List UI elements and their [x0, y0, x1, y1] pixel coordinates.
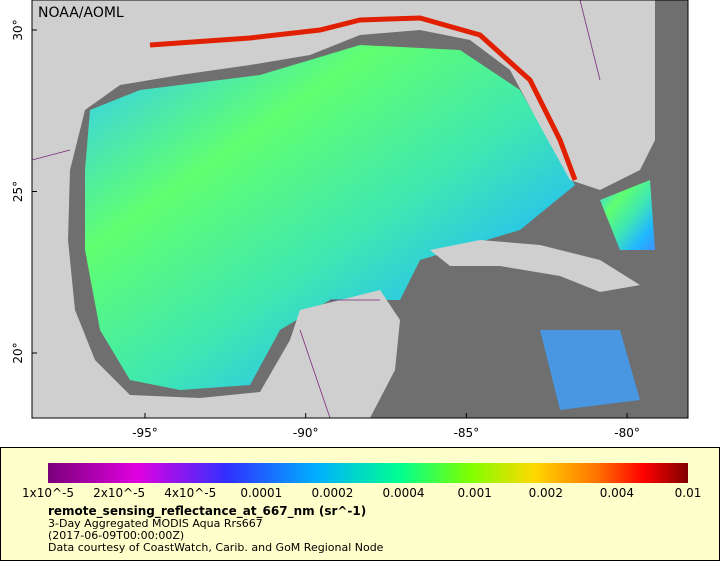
colorbar-label: 2x10^-5 — [93, 486, 145, 500]
lon-label: -80° — [614, 426, 640, 440]
map-frame — [31, 0, 689, 419]
colorbar-label: 0.0004 — [383, 486, 425, 500]
legend-line: (2017-06-09T00:00:00Z) — [48, 529, 184, 542]
land — [430, 240, 640, 292]
credit: NOAA/AOML — [38, 5, 124, 21]
legend-line: Data courtesy of CoastWatch, Carib. and … — [48, 541, 384, 554]
lon-label: -90° — [293, 426, 319, 440]
reflectance-data — [600, 180, 655, 250]
lat-label: 20° — [11, 342, 25, 363]
land — [32, 0, 655, 418]
coastal-high-reflectance — [149, 15, 578, 181]
lat-label: 25° — [11, 181, 25, 202]
lon-label: -95° — [132, 426, 158, 440]
colorbar-label: 0.0001 — [240, 486, 282, 500]
map-area: NOAA/AOML — [31, 0, 689, 419]
colorbar-label: 0.0002 — [311, 486, 353, 500]
reflectance-data — [540, 330, 640, 410]
colorbar-label: 4x10^-5 — [164, 486, 216, 500]
colorbar-label: 0.001 — [457, 486, 491, 500]
lat-label: 30° — [11, 19, 25, 40]
lon-label: -85° — [454, 426, 480, 440]
legend-title: remote_sensing_reflectance_at_667_nm (sr… — [48, 504, 366, 519]
borders — [31, 0, 601, 419]
colorbar-label: 1x10^-5 — [22, 486, 74, 500]
colorbar — [48, 463, 688, 483]
reflectance-data — [85, 45, 575, 390]
legend-line: 3-Day Aggregated MODIS Aqua Rrs667 — [48, 517, 263, 530]
colorbar-label: 0.004 — [600, 486, 634, 500]
colorbar-label: 0.01 — [675, 486, 702, 500]
colorbar-label: 0.002 — [529, 486, 563, 500]
